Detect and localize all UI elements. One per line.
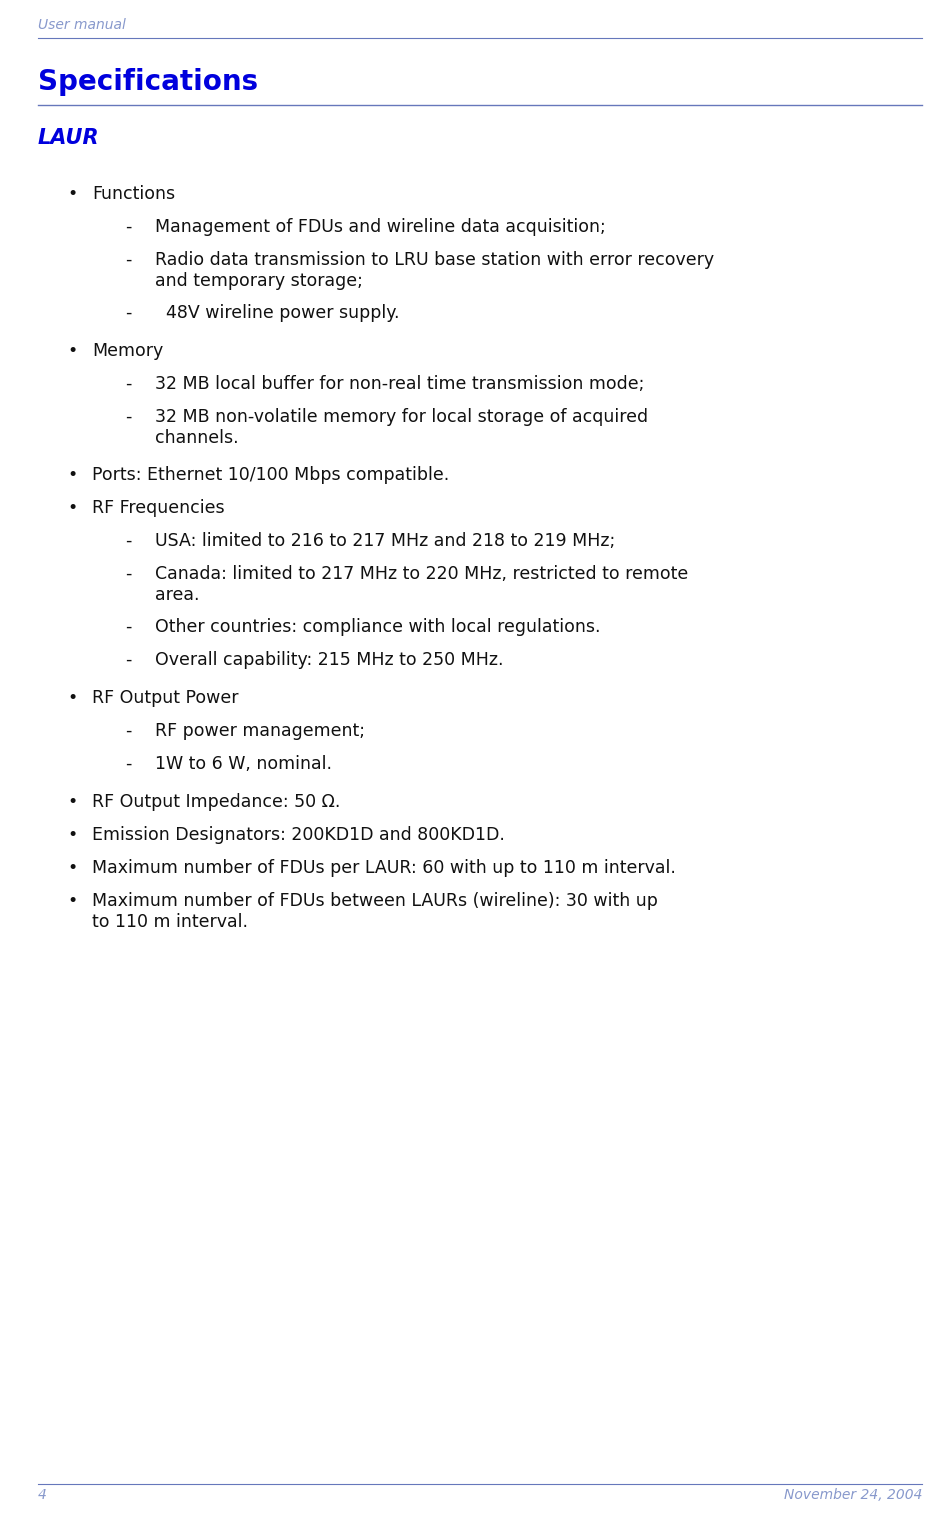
Text: Specifications: Specifications bbox=[38, 69, 258, 96]
Text: Maximum number of FDUs per LAUR: 60 with up to 110 m interval.: Maximum number of FDUs per LAUR: 60 with… bbox=[92, 859, 676, 877]
Text: -: - bbox=[125, 652, 131, 668]
Text: •: • bbox=[67, 499, 77, 517]
Text: November 24, 2004: November 24, 2004 bbox=[783, 1488, 922, 1502]
Text: •: • bbox=[67, 794, 77, 810]
Text: -: - bbox=[125, 375, 131, 394]
Text: Functions: Functions bbox=[92, 185, 175, 203]
Text: -: - bbox=[125, 722, 131, 740]
Text: 32 MB non-volatile memory for local storage of acquired
channels.: 32 MB non-volatile memory for local stor… bbox=[155, 407, 648, 447]
Text: Memory: Memory bbox=[92, 342, 163, 360]
Text: RF power management;: RF power management; bbox=[155, 722, 365, 740]
Text: 4: 4 bbox=[38, 1488, 47, 1502]
Text: USA: limited to 216 to 217 MHz and 218 to 219 MHz;: USA: limited to 216 to 217 MHz and 218 t… bbox=[155, 533, 615, 549]
Text: RF Output Impedance: 50 Ω.: RF Output Impedance: 50 Ω. bbox=[92, 794, 341, 810]
Text: Overall capability: 215 MHz to 250 MHz.: Overall capability: 215 MHz to 250 MHz. bbox=[155, 652, 504, 668]
Text: -: - bbox=[125, 618, 131, 636]
Text: -: - bbox=[125, 755, 131, 774]
Text: •: • bbox=[67, 342, 77, 360]
Text: Emission Designators: 200KD1D and 800KD1D.: Emission Designators: 200KD1D and 800KD1… bbox=[92, 826, 505, 844]
Text: User manual: User manual bbox=[38, 18, 126, 32]
Text: •: • bbox=[67, 690, 77, 707]
Text: LAUR: LAUR bbox=[38, 128, 100, 148]
Text: -: - bbox=[125, 533, 131, 549]
Text: Radio data transmission to LRU base station with error recovery
and temporary st: Radio data transmission to LRU base stat… bbox=[155, 250, 714, 290]
Text: •: • bbox=[67, 826, 77, 844]
Text: Other countries: compliance with local regulations.: Other countries: compliance with local r… bbox=[155, 618, 601, 636]
Text: -: - bbox=[125, 250, 131, 269]
Text: 32 MB local buffer for non-real time transmission mode;: 32 MB local buffer for non-real time tra… bbox=[155, 375, 645, 394]
Text: -: - bbox=[125, 304, 131, 322]
Text: •: • bbox=[67, 893, 77, 909]
Text: Ports: Ethernet 10/100 Mbps compatible.: Ports: Ethernet 10/100 Mbps compatible. bbox=[92, 465, 449, 484]
Text: 1W to 6 W, nominal.: 1W to 6 W, nominal. bbox=[155, 755, 332, 774]
Text: 48V wireline power supply.: 48V wireline power supply. bbox=[155, 304, 400, 322]
Text: •: • bbox=[67, 465, 77, 484]
Text: -: - bbox=[125, 218, 131, 237]
Text: Maximum number of FDUs between LAURs (wireline): 30 with up
to 110 m interval.: Maximum number of FDUs between LAURs (wi… bbox=[92, 893, 658, 931]
Text: Canada: limited to 217 MHz to 220 MHz, restricted to remote
area.: Canada: limited to 217 MHz to 220 MHz, r… bbox=[155, 565, 688, 604]
Text: RF Frequencies: RF Frequencies bbox=[92, 499, 225, 517]
Text: •: • bbox=[67, 185, 77, 203]
Text: -: - bbox=[125, 565, 131, 583]
Text: •: • bbox=[67, 859, 77, 877]
Text: Management of FDUs and wireline data acquisition;: Management of FDUs and wireline data acq… bbox=[155, 218, 605, 237]
Text: RF Output Power: RF Output Power bbox=[92, 690, 239, 707]
Text: -: - bbox=[125, 407, 131, 426]
